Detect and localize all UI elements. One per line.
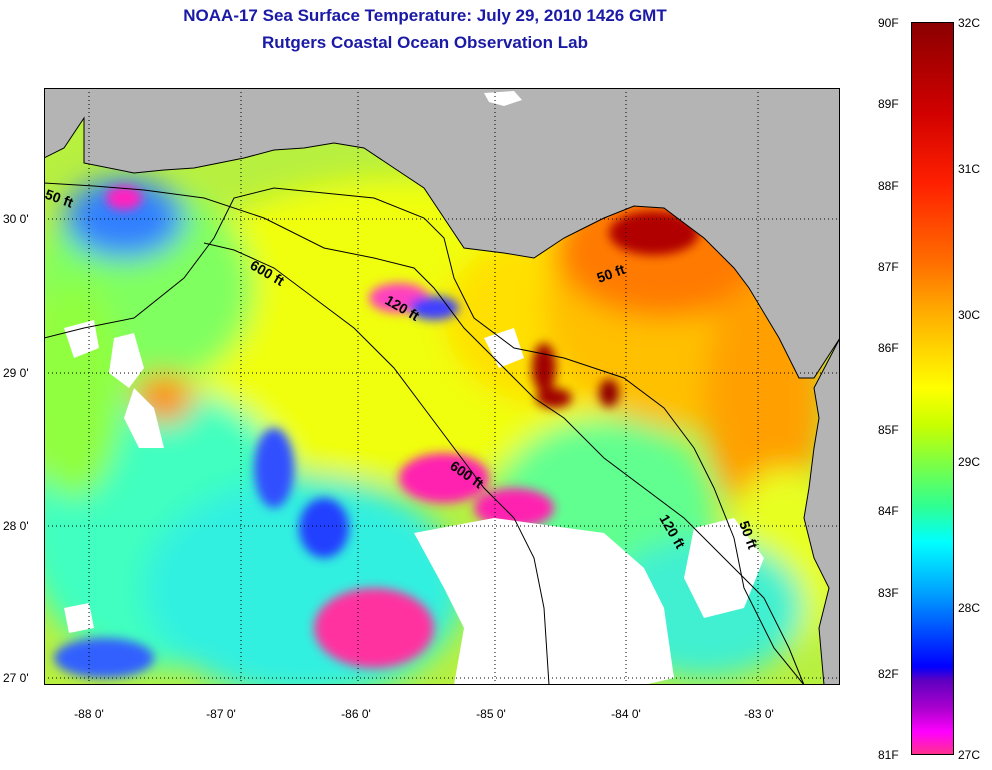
y-tick-label: 28 0' [3, 519, 29, 533]
grid-lines [44, 88, 840, 685]
map-frame [44, 88, 840, 685]
colorbar-c-label: 31C [958, 162, 981, 176]
x-tick-label: -88 0' [74, 707, 104, 721]
y-tick-label: 30 0' [3, 212, 29, 226]
no-data-land [484, 91, 522, 106]
colorbar-f-label: 86F [878, 341, 899, 355]
colorbar-f-label: 90F [878, 16, 899, 30]
colorbar-f-label: 83F [878, 586, 899, 600]
colorbar-f-label: 89F [878, 97, 899, 111]
colorbar-c-label: 29C [958, 455, 981, 469]
map-title: NOAA-17 Sea Surface Temperature: July 29… [183, 6, 667, 25]
colorbar-f-label: 88F [878, 179, 899, 193]
colorbar-f-label: 84F [878, 504, 899, 518]
land-mass-east [803, 337, 840, 685]
x-tick-label: -87 0' [206, 707, 236, 721]
colorbar-c-label: 30C [958, 308, 981, 322]
colorbar-f-label: 87F [878, 260, 899, 274]
temperature-colorbar [911, 22, 954, 755]
cool-spots [54, 186, 554, 678]
colorbar-c-label: 27C [958, 748, 981, 762]
x-tick-label: -86 0' [341, 707, 371, 721]
colorbar-f-label: 81F [878, 748, 899, 762]
x-tick-label: -83 0' [744, 707, 774, 721]
sea-surface-temperature-map: 50 ft 600 ft 120 ft 50 ft 600 ft 120 ft … [44, 88, 840, 685]
colorbar-c-label: 28C [958, 601, 981, 615]
land-mass [44, 88, 840, 379]
y-tick-label: 29 0' [3, 366, 29, 380]
map-subtitle: Rutgers Coastal Ocean Observation Lab [262, 33, 588, 52]
y-tick-label: 27 0' [3, 671, 29, 685]
x-tick-label: -85 0' [476, 707, 506, 721]
colorbar-c-label: 32C [958, 16, 981, 30]
colorbar-f-label: 82F [878, 667, 899, 681]
colorbar-f-label: 85F [878, 423, 899, 437]
no-data-areas [64, 320, 764, 685]
map-canvas: 50 ft 600 ft 120 ft 50 ft 600 ft 120 ft … [44, 88, 840, 685]
x-tick-label: -84 0' [611, 707, 641, 721]
depth-contours [44, 182, 805, 685]
